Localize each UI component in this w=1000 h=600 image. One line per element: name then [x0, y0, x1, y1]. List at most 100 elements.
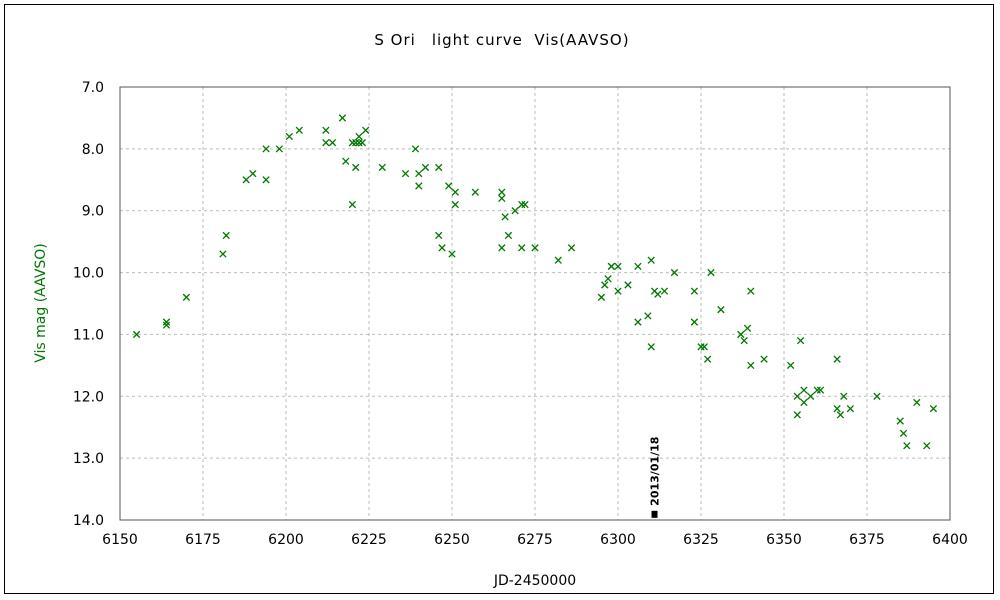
data-point [747, 287, 755, 295]
data-point [162, 321, 171, 329]
data-point [700, 343, 708, 351]
x-tick-label: 6275 [517, 532, 553, 548]
data-point [322, 139, 330, 147]
data-point [249, 169, 257, 178]
data-point [647, 343, 655, 351]
data-point [471, 188, 479, 196]
data-point [518, 244, 526, 252]
data-point [521, 200, 529, 209]
data-point [438, 244, 446, 252]
data-point [358, 139, 367, 147]
data-point [654, 290, 662, 298]
data-point [840, 392, 848, 400]
data-point [275, 145, 284, 153]
data-point [352, 139, 360, 147]
data-point [800, 386, 808, 394]
data-point [707, 268, 715, 277]
data-point [634, 318, 642, 326]
data-point [531, 244, 539, 252]
data-point [743, 324, 752, 332]
data-point [498, 244, 506, 252]
data-point [690, 318, 699, 326]
data-point [899, 429, 908, 438]
data-point [355, 132, 363, 141]
data-point [760, 355, 768, 363]
data-point [421, 163, 430, 172]
data-point [348, 139, 357, 147]
data-point [903, 442, 911, 450]
data-point [338, 114, 347, 122]
data-point [873, 392, 881, 400]
data-point [162, 318, 171, 326]
data-point [511, 207, 519, 215]
data-point [322, 126, 330, 134]
data-point [896, 417, 904, 425]
data-point [690, 287, 699, 295]
data-point [415, 169, 423, 178]
chart-title: S Ori light curve Vis(AAVSO) [374, 31, 629, 49]
data-point [242, 176, 250, 184]
x-axis-ticks: 6150 6175 6200 6225 6250 6275 6300 6325 6350 6375… [102, 532, 968, 548]
data-point [846, 404, 855, 413]
data-point [355, 139, 363, 147]
data-point [448, 250, 456, 258]
data-point [451, 200, 459, 209]
y-tick-label: 11.0 [73, 327, 104, 343]
data-point [737, 330, 745, 339]
data-point [836, 411, 845, 419]
data-point [554, 256, 562, 264]
y-tick-label: 13.0 [73, 451, 104, 467]
data-point [295, 126, 303, 134]
y-tick-label: 8.0 [82, 142, 104, 158]
data-point [697, 343, 705, 351]
data-point [401, 169, 410, 178]
data-point [604, 275, 612, 283]
data-point [913, 398, 921, 407]
data-point [342, 157, 350, 165]
data-point [352, 163, 360, 172]
data-point [670, 268, 679, 277]
data-point [597, 293, 606, 301]
data-point [786, 361, 795, 370]
data-point [262, 176, 270, 184]
x-tick-label: 6200 [268, 532, 304, 548]
data-point [607, 262, 616, 271]
data-point [624, 281, 632, 289]
data-point [806, 392, 815, 400]
data-point [498, 188, 506, 196]
date-annotation: 2013/01/18 [649, 437, 662, 518]
grid-layer [120, 87, 950, 520]
y-tick-label: 7.0 [82, 80, 104, 96]
data-point [796, 336, 805, 345]
data-point [182, 293, 191, 301]
y-axis-ticks: 7.0 8.0 9.0 10.0 11.0 12.0 13.0 14.0 [73, 80, 104, 529]
data-point [923, 442, 931, 450]
data-point [813, 386, 821, 394]
data-point [411, 145, 420, 153]
light-curve-chart: S Ori light curve Vis(AAVSO) 7.0 8.0 9.0 10… [33, 31, 968, 589]
x-tick-label: 6300 [600, 532, 636, 548]
x-tick-label: 6325 [683, 532, 719, 548]
data-point [567, 244, 576, 252]
x-tick-label: 6225 [351, 532, 387, 548]
y-tick-label: 10.0 [73, 266, 104, 282]
data-point [644, 312, 652, 320]
data-point [833, 404, 841, 413]
data-point [285, 132, 293, 141]
data-point [222, 231, 230, 240]
data-point [647, 256, 655, 264]
data-point [800, 398, 808, 407]
chart-frame: S Ori light curve Vis(AAVSO) 7.0 8.0 9.0 10… [4, 4, 994, 594]
annotation-label: 2013/01/18 [649, 437, 662, 506]
y-tick-label: 9.0 [82, 204, 104, 220]
x-tick-label: 6250 [434, 532, 470, 548]
x-tick-label: 6400 [932, 532, 968, 548]
data-point [445, 182, 453, 190]
data-point [660, 287, 669, 295]
x-axis-label: JD-2450000 [493, 573, 576, 589]
data-point [362, 126, 370, 134]
y-tick-label: 12.0 [73, 389, 104, 405]
data-point [740, 336, 748, 345]
data-point [328, 139, 337, 147]
data-point [415, 182, 423, 190]
